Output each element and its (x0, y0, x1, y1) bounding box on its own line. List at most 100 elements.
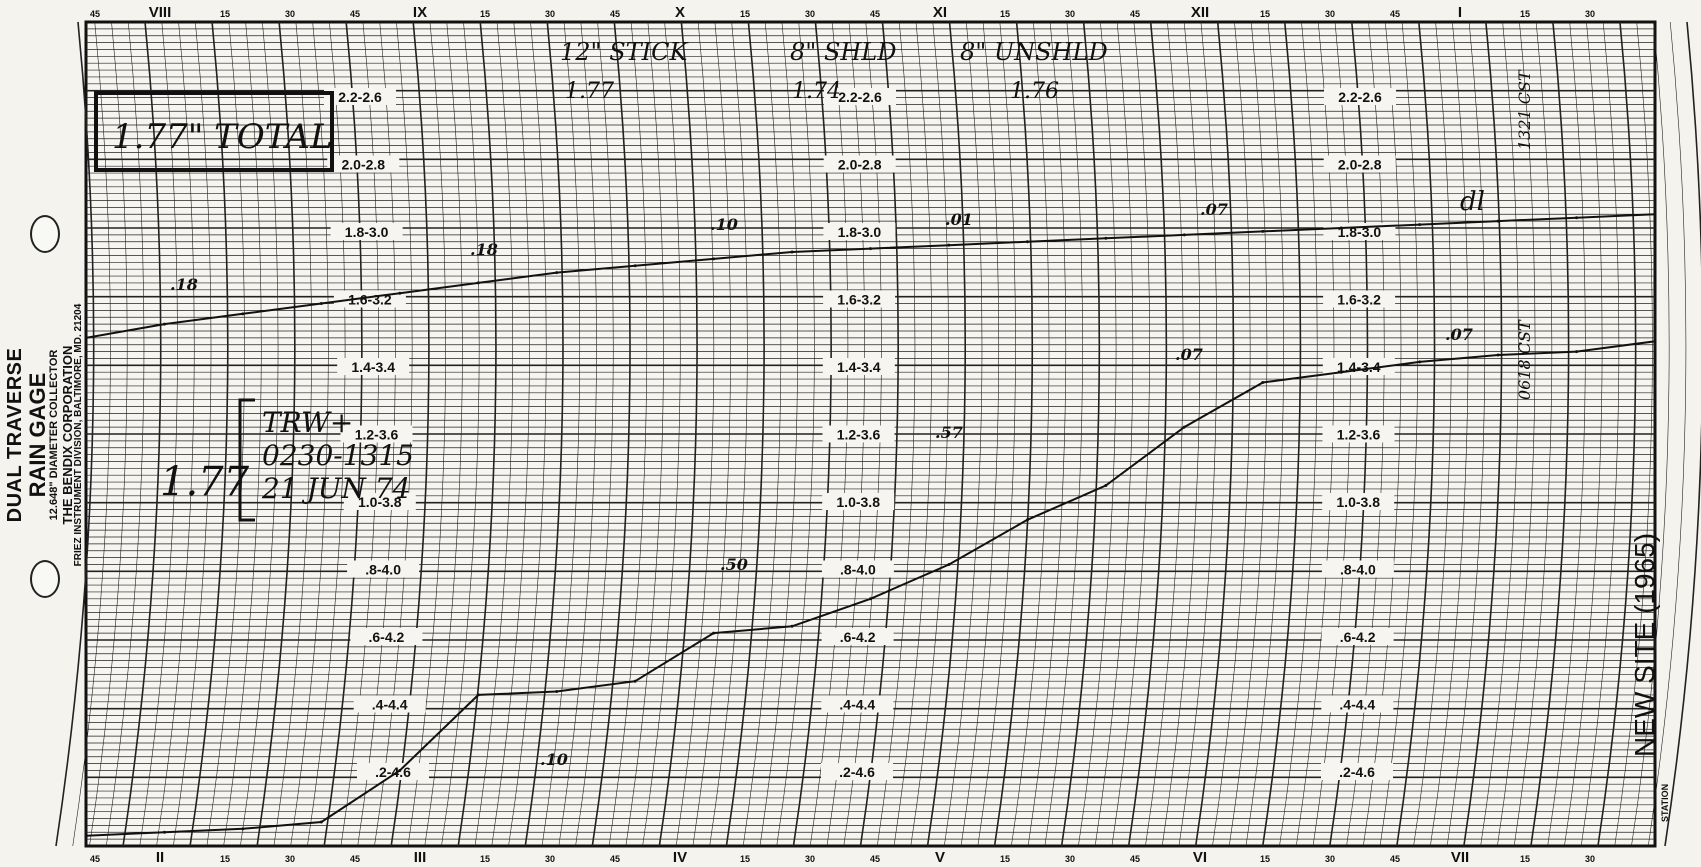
bottom-axis-tick-label: 30 (545, 854, 555, 864)
scale-label-bg (1323, 155, 1396, 173)
dual-scale-label: .6-4.2 (368, 629, 404, 645)
time-arc (122, 21, 162, 847)
time-arc (591, 21, 631, 847)
trace-point (947, 243, 951, 247)
punch-hole-bottom (30, 560, 60, 598)
top-axis-tick-label: IX (413, 4, 427, 21)
bottom-axis-tick-label: 45 (870, 854, 880, 864)
bracket-line (238, 398, 255, 522)
dual-scale-label: 2.2-2.6 (1338, 89, 1382, 105)
time-arc (206, 21, 245, 847)
trace-point (1261, 229, 1265, 233)
upper-trace-mark: .18 (470, 240, 498, 259)
trace-point (555, 690, 559, 693)
bottom-axis-tick-label: 15 (480, 854, 490, 864)
scale-label-bg (347, 560, 420, 578)
trace-point (398, 291, 402, 295)
scale-label-bg (1321, 763, 1393, 780)
dual-scale-label: .4-4.4 (372, 697, 408, 713)
top-axis-tick-label: 15 (220, 9, 230, 19)
scale-label-bg (1322, 425, 1395, 443)
time-arc (1664, 21, 1701, 847)
time-arc (55, 21, 95, 847)
trace-point (241, 312, 245, 316)
scale-label-bg (1323, 290, 1396, 308)
right-mid-note: 0618 CST (1515, 319, 1534, 400)
time-arc (1614, 21, 1653, 847)
trwt-text: TRW+ (262, 406, 353, 439)
scale-label-bg (821, 763, 893, 780)
top-axis-tick-label: X (675, 4, 685, 21)
station-label: STATION (1660, 783, 1670, 822)
scale-label-bg (822, 358, 895, 375)
scale-label-bg (821, 560, 894, 578)
bottom-axis-tick-label: 15 (740, 854, 750, 864)
dual-scale-label: 1.4-3.4 (837, 359, 881, 375)
trace-point (790, 624, 794, 628)
trace-point (1496, 219, 1500, 223)
time-arc (1261, 21, 1302, 847)
punch-hole-top (30, 215, 60, 253)
time-arc (1245, 21, 1284, 847)
time-arc (390, 21, 430, 847)
bottom-axis-tick-label: VII (1451, 849, 1469, 866)
bottom-axis-tick-label: 30 (1585, 854, 1595, 864)
trace-point (1653, 212, 1657, 216)
trace-point (319, 302, 323, 306)
time-arc (491, 21, 530, 847)
time-arc (1480, 21, 1519, 847)
time-arc (474, 21, 513, 847)
trace-point (869, 247, 872, 251)
time-range: 0230-1315 (262, 439, 414, 472)
bottom-axis-tick-label: 45 (1390, 854, 1400, 864)
trace-point (712, 631, 716, 635)
bottom-axis-tick-label: 45 (1130, 854, 1140, 864)
dual-scale-label: .6-4.2 (840, 629, 876, 645)
dual-scale-label: .6-4.2 (1340, 629, 1376, 645)
time-arc (910, 21, 949, 847)
time-arc (944, 21, 983, 847)
time-arc (1161, 21, 1201, 847)
dual-scale-label: 2.0-2.8 (1338, 157, 1382, 173)
time-arc (1127, 21, 1168, 847)
upper-trace-mark: .01 (945, 210, 973, 229)
scale-label-bg (350, 628, 423, 645)
unshld-label: 8" UNSHLD (960, 38, 1108, 66)
trace-point (1418, 360, 1422, 364)
time-arc (759, 21, 798, 847)
dual-scale-label: 2.2-2.6 (338, 89, 382, 105)
dual-scale-label: 2.2-2.6 (838, 89, 882, 105)
time-arc (1111, 21, 1150, 847)
right-top-note: 1321 CST (1515, 69, 1534, 150)
time-arc (642, 21, 681, 847)
time-arc (189, 21, 229, 847)
dual-scale-label: .2-4.6 (1339, 764, 1375, 780)
bottom-axis-tick-label: 45 (610, 854, 620, 864)
time-arc (1027, 21, 1067, 847)
time-arc (1413, 21, 1452, 847)
caption-line-5: FRIEZ INSTRUMENT DIVISION, BALTIMORE, MD… (73, 303, 85, 567)
dual-scale-labels: 2.2-2.6 2.2-2.6 2.2-2.6 2.0-2.8 2.0-2.8 2.0-2… (324, 88, 1396, 780)
time-arc (625, 21, 664, 847)
scale-label-bg (327, 155, 400, 173)
trace-point (633, 264, 637, 268)
scale-label-bg (823, 223, 896, 240)
lower-trace-mark: .50 (720, 555, 748, 574)
trace-point (1575, 216, 1579, 220)
time-arc (508, 21, 547, 847)
time-arc (223, 21, 262, 847)
time-arc (1011, 21, 1050, 847)
time-arc (1513, 21, 1553, 847)
time-arc (742, 21, 782, 847)
trace-point (476, 693, 480, 697)
scale-label-bg (1321, 560, 1394, 578)
shld-value: 1.74 (792, 79, 841, 104)
dual-scale-label: 1.6-3.2 (1337, 292, 1381, 308)
time-arc (1564, 21, 1603, 847)
dual-scale-label: 1.2-3.6 (837, 427, 881, 443)
time-arc (541, 21, 581, 847)
scale-label-bg (353, 695, 426, 713)
top-axis-tick-label: 30 (545, 9, 555, 19)
time-arc (1145, 21, 1184, 847)
